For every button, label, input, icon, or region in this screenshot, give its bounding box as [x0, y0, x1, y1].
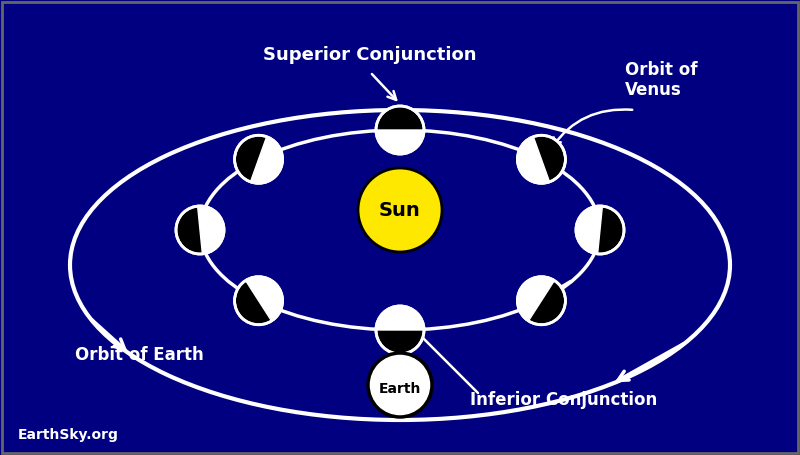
Polygon shape: [518, 277, 554, 321]
Circle shape: [234, 135, 282, 183]
Polygon shape: [376, 130, 424, 154]
Text: Superior Conjunction: Superior Conjunction: [263, 46, 477, 64]
Polygon shape: [198, 206, 224, 254]
Polygon shape: [518, 136, 550, 183]
Polygon shape: [576, 206, 602, 254]
Circle shape: [358, 168, 442, 252]
Polygon shape: [376, 306, 424, 330]
Text: EarthSky.org: EarthSky.org: [18, 428, 119, 442]
Circle shape: [376, 106, 424, 154]
Text: Sun: Sun: [379, 201, 421, 219]
Text: Inferior Conjunction: Inferior Conjunction: [470, 391, 658, 409]
Circle shape: [234, 277, 282, 325]
Circle shape: [518, 277, 566, 325]
Text: Orbit of
Venus: Orbit of Venus: [625, 61, 698, 99]
Circle shape: [368, 353, 432, 417]
Circle shape: [176, 206, 224, 254]
Polygon shape: [250, 136, 282, 183]
Polygon shape: [246, 277, 282, 321]
Text: Orbit of Earth: Orbit of Earth: [75, 346, 204, 364]
Circle shape: [376, 306, 424, 354]
Circle shape: [518, 135, 566, 183]
Text: Earth: Earth: [379, 382, 421, 396]
Circle shape: [576, 206, 624, 254]
